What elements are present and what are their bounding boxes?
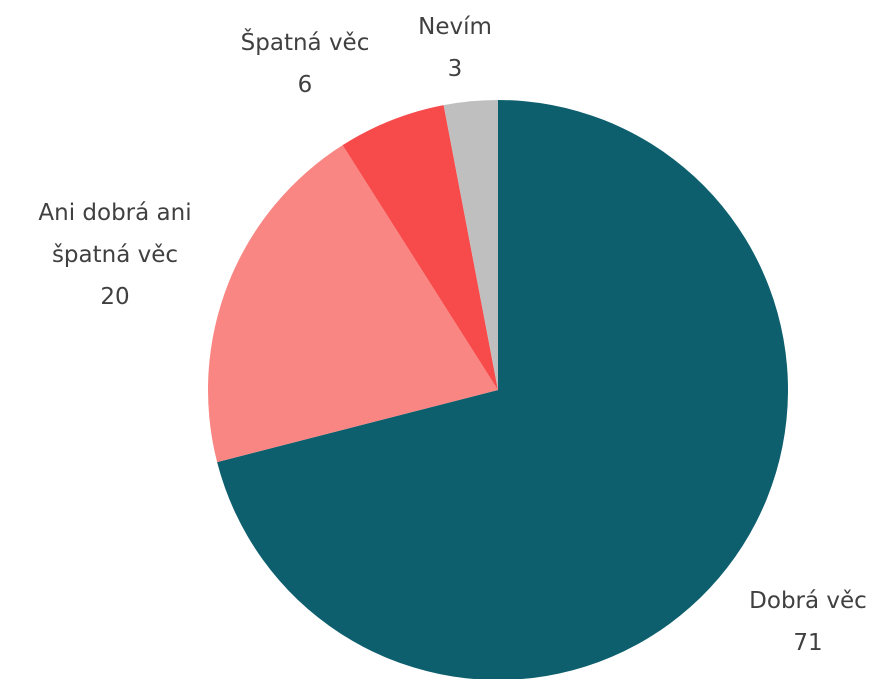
category-label: Špatná věc (240, 30, 370, 56)
value-label: 20 (100, 284, 130, 310)
data-label: Ani dobrá ani špatná věc 20 (25, 192, 205, 318)
data-label: Dobrá věc 71 (749, 580, 867, 664)
category-label: Dobrá věc (749, 588, 867, 614)
pie-slice (443, 100, 498, 390)
pie-slice (217, 100, 788, 679)
data-label: Špatná věc 6 (241, 22, 370, 106)
category-label: Ani dobrá ani špatná věc (38, 200, 192, 268)
pie-slice (207, 145, 498, 463)
value-label: 3 (447, 56, 463, 82)
data-label: Nevím 3 (418, 6, 492, 90)
pie-slice (342, 105, 498, 391)
value-label: 71 (793, 630, 823, 656)
value-label: 6 (297, 72, 313, 98)
category-label: Nevím (418, 14, 492, 40)
